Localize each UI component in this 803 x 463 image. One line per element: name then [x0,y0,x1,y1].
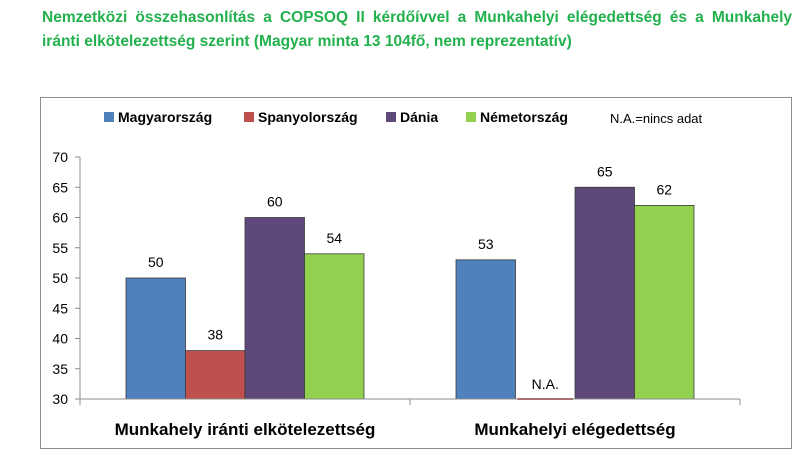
y-tick-label: 55 [52,240,68,256]
legend-swatch [466,112,476,122]
bar [634,204,695,400]
bar-value-label: 60 [267,194,283,210]
y-tick-label: 30 [52,391,68,407]
y-axis: 30 35 40 45 50 55 60 65 70 [52,149,81,407]
bar [125,277,186,400]
bar [244,217,305,400]
bar [304,253,365,400]
y-tick-label: 45 [52,300,68,316]
y-tick-label: 60 [52,210,68,226]
legend-label: Spanyolország [258,109,358,125]
legend-swatch [386,112,396,122]
legend-swatch [104,112,114,122]
y-tick-label: 50 [52,270,68,286]
bar-value-label: 54 [326,230,342,246]
chart-title: Nemzetközi összehasonlítás a COPSOQ II k… [42,9,792,50]
x-category-label: Munkahely iránti elkötelezettség [115,420,376,439]
legend-swatch [244,112,254,122]
y-tick-label: 65 [52,179,68,195]
legend-label: Magyarország [118,109,212,125]
bar-value-label: 38 [207,327,223,343]
legend-note: N.A.=nincs adat [610,111,703,126]
bars: 50 38 60 54 53 N.A. 65 62 [125,163,695,400]
bar [185,350,246,400]
na-label: N.A. [532,376,559,392]
y-tick-label: 40 [52,331,68,347]
bar [455,259,516,400]
y-tick-label: 70 [52,149,68,165]
legend: Magyarország Spanyolország Dánia Németorszá… [104,109,568,125]
x-axis: Munkahely iránti elkötelezettség Munkahel… [79,398,741,439]
chart-frame [40,97,792,449]
x-category-label: Munkahelyi elégedettség [474,420,675,439]
bar-value-label: 62 [656,181,672,197]
bar-value-label: 50 [148,254,164,270]
legend-label: Dánia [400,109,438,125]
bar-value-label: 53 [478,236,494,252]
bar-value-label: 65 [597,163,613,179]
y-tick-label: 35 [52,361,68,377]
legend-label: Németország [480,109,568,125]
bar [574,186,635,400]
